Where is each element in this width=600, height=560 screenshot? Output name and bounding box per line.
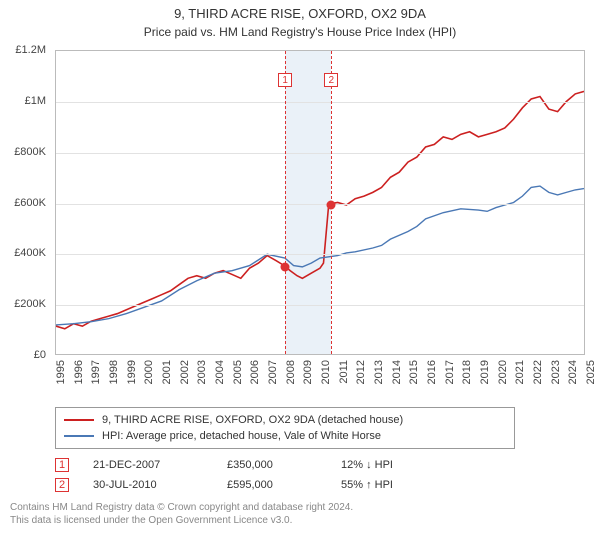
x-tick-label: 2009 <box>302 360 314 384</box>
y-tick-label: £800K <box>14 146 46 158</box>
event-dot-1 <box>281 263 290 272</box>
plot-area: 12 <box>55 50 585 355</box>
sale-marker: 1 <box>55 458 69 472</box>
sale-date: 21-DEC-2007 <box>93 459 203 471</box>
x-tick-label: 1999 <box>126 360 138 384</box>
x-tick-label: 2020 <box>497 360 509 384</box>
sale-row: 2 30-JUL-2010 £595,000 55% ↑ HPI <box>55 475 590 495</box>
sales-table: 1 21-DEC-2007 £350,000 12% ↓ HPI 2 30-JUL-201… <box>55 455 590 495</box>
footer-line-1: Contains HM Land Registry data © Crown c… <box>10 501 590 514</box>
x-tick-label: 2004 <box>214 360 226 384</box>
sale-price: £350,000 <box>227 459 317 471</box>
x-tick-label: 2022 <box>532 360 544 384</box>
legend-swatch <box>64 419 94 421</box>
legend-swatch <box>64 435 94 437</box>
x-tick-label: 2011 <box>338 360 350 384</box>
x-tick-label: 2014 <box>391 360 403 384</box>
legend-row: 9, THIRD ACRE RISE, OXFORD, OX2 9DA (det… <box>64 412 506 428</box>
x-tick-label: 1997 <box>90 360 102 384</box>
page-title: 9, THIRD ACRE RISE, OXFORD, OX2 9DA <box>0 0 600 21</box>
y-tick-label: £1.2M <box>15 44 46 56</box>
x-tick-label: 2008 <box>285 360 297 384</box>
x-tick-label: 2002 <box>179 360 191 384</box>
x-tick-label: 2013 <box>373 360 385 384</box>
page-subtitle: Price paid vs. HM Land Registry's House … <box>0 21 600 45</box>
x-tick-label: 2010 <box>320 360 332 384</box>
footer: Contains HM Land Registry data © Crown c… <box>10 501 590 527</box>
x-tick-label: 2000 <box>143 360 155 384</box>
y-tick-label: £1M <box>25 95 46 107</box>
x-tick-label: 2023 <box>550 360 562 384</box>
legend-row: HPI: Average price, detached house, Vale… <box>64 428 506 444</box>
y-tick-label: £600K <box>14 197 46 209</box>
x-tick-label: 2015 <box>408 360 420 384</box>
x-axis-labels: 1995 1996 1997 1998 1999 2000 2001 2002 2003 2004… <box>55 360 585 405</box>
sale-date: 30-JUL-2010 <box>93 479 203 491</box>
sale-diff: 12% ↓ HPI <box>341 459 431 471</box>
x-tick-label: 2007 <box>267 360 279 384</box>
event-dot-2 <box>327 200 336 209</box>
event-marker-1: 1 <box>278 73 292 87</box>
y-tick-label: £0 <box>34 349 46 361</box>
x-tick-label: 2005 <box>232 360 244 384</box>
legend-label: 9, THIRD ACRE RISE, OXFORD, OX2 9DA (det… <box>102 414 403 426</box>
series-line <box>56 91 584 328</box>
event-marker-2: 2 <box>324 73 338 87</box>
series-line <box>56 186 584 325</box>
footer-line-2: This data is licensed under the Open Gov… <box>10 514 590 527</box>
x-tick-label: 2006 <box>249 360 261 384</box>
sale-diff: 55% ↑ HPI <box>341 479 431 491</box>
sale-row: 1 21-DEC-2007 £350,000 12% ↓ HPI <box>55 455 590 475</box>
x-tick-label: 2025 <box>585 360 597 384</box>
x-tick-label: 2001 <box>161 360 173 384</box>
chart-lines <box>56 51 584 354</box>
x-tick-label: 2018 <box>461 360 473 384</box>
y-tick-label: £200K <box>14 298 46 310</box>
x-tick-label: 2017 <box>444 360 456 384</box>
y-axis-labels: £0£200K£400K£600K£800K£1M£1.2M <box>0 50 50 355</box>
sale-price: £595,000 <box>227 479 317 491</box>
x-tick-label: 2016 <box>426 360 438 384</box>
legend: 9, THIRD ACRE RISE, OXFORD, OX2 9DA (det… <box>55 407 515 449</box>
x-tick-label: 2012 <box>355 360 367 384</box>
x-tick-label: 1996 <box>73 360 85 384</box>
chart: £0£200K£400K£600K£800K£1M£1.2M 12 199519… <box>0 45 600 405</box>
x-tick-label: 2003 <box>196 360 208 384</box>
x-tick-label: 2024 <box>567 360 579 384</box>
x-tick-label: 2021 <box>514 360 526 384</box>
legend-label: HPI: Average price, detached house, Vale… <box>102 430 381 442</box>
event-vline <box>285 51 286 354</box>
y-tick-label: £400K <box>14 247 46 259</box>
x-tick-label: 2019 <box>479 360 491 384</box>
x-tick-label: 1998 <box>108 360 120 384</box>
sale-marker: 2 <box>55 478 69 492</box>
x-tick-label: 1995 <box>55 360 67 384</box>
